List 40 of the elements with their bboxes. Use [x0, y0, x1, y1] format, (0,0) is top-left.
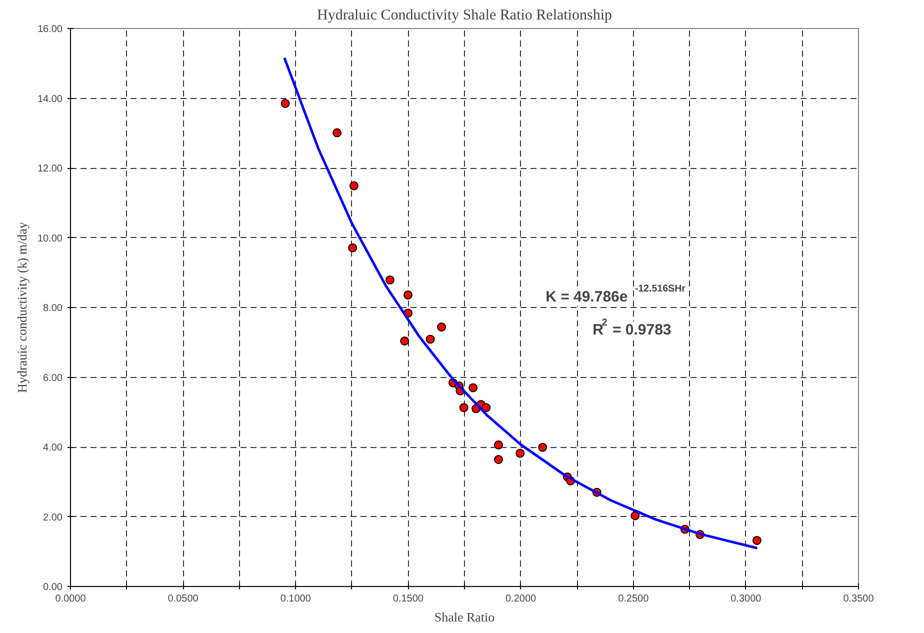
point — [630, 511, 640, 520]
y-tick-label: 6.00 — [43, 372, 63, 384]
point — [385, 275, 394, 284]
x-axis-title: Shale Ratio — [434, 610, 495, 624]
y-axis-title: Hydrauic conductivity (k) m/day — [14, 222, 30, 393]
point — [403, 290, 412, 300]
point — [752, 536, 762, 545]
line-series — [283, 56, 758, 550]
point — [459, 403, 468, 412]
point — [426, 334, 435, 344]
y-tick-label: 10.00 — [37, 233, 63, 244]
point — [437, 322, 446, 332]
y-tick-label: 0.00 — [43, 582, 63, 593]
annotation: K = 49.786e-12.516SHr — [546, 284, 686, 306]
point — [482, 403, 491, 412]
x-tick-label: 0.1500 — [392, 594, 424, 604]
chart-title: Hydraluic Conductivity Shale Ratio Relationship — [317, 8, 612, 24]
x-tick-label: 0.2000 — [505, 594, 537, 604]
point — [348, 243, 358, 252]
y-tick-label: 14.00 — [37, 94, 63, 105]
y-tick-label: 2.00 — [43, 512, 63, 524]
y-tick-label: 4.00 — [43, 442, 63, 454]
x-tick-label: 0.0000 — [55, 594, 86, 604]
y-tick-label: 12.00 — [37, 164, 63, 174]
point — [516, 448, 525, 458]
point — [494, 440, 503, 450]
point — [468, 383, 478, 392]
point — [400, 336, 410, 346]
y-tick-label: 16.00 — [37, 24, 63, 35]
point — [494, 455, 503, 464]
x-tick-label: 0.3500 — [843, 594, 874, 604]
point — [332, 128, 342, 138]
point — [538, 442, 548, 452]
x-tick-label: 0.3000 — [730, 594, 762, 604]
y-tick-label: 8.00 — [43, 303, 63, 314]
point — [280, 98, 290, 108]
point — [349, 181, 358, 190]
x-tick-label: 0.1000 — [280, 594, 312, 604]
x-tick-label: 0.2500 — [618, 594, 650, 604]
x-tick-label: 0.0500 — [168, 594, 199, 604]
